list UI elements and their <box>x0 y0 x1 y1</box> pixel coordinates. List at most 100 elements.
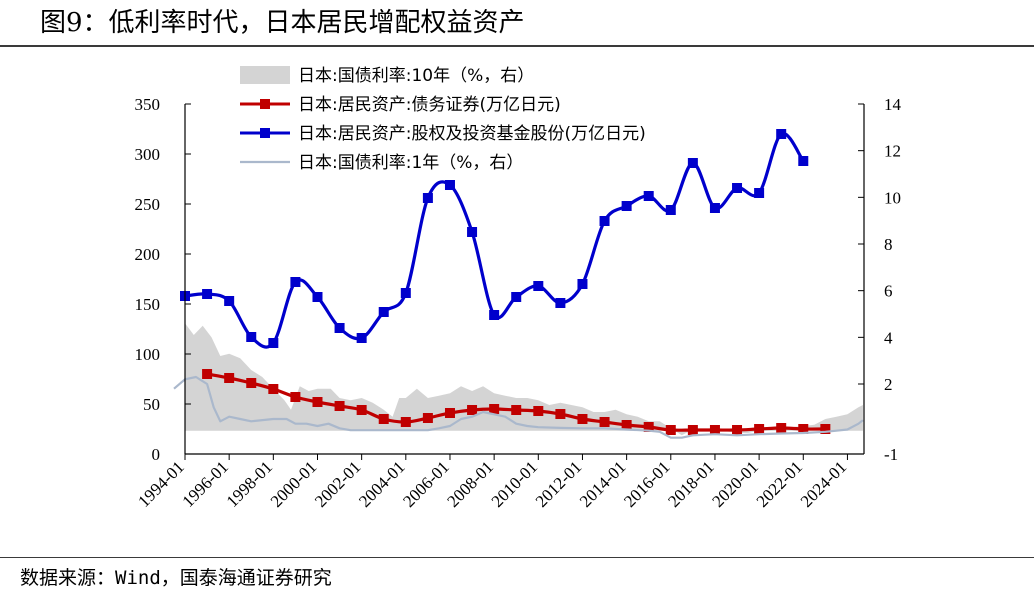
series-2-marker <box>776 423 787 433</box>
series-3-marker <box>665 205 676 215</box>
x-axis-tick-label: 1998-01 <box>223 457 277 511</box>
series-3-marker <box>400 288 411 298</box>
legend-label: 日本:国债利率:1年（%，右） <box>298 153 523 173</box>
series-3-marker <box>312 292 323 302</box>
series-2-marker <box>312 397 323 407</box>
series-2-marker <box>709 425 720 435</box>
x-axis-tick-label: 2020-01 <box>708 457 762 511</box>
left-axis-tick-label: 250 <box>135 195 161 214</box>
legend-label: 日本:居民资产:股权及投资基金股份(万亿日元) <box>298 124 646 144</box>
series-2-marker <box>467 405 478 415</box>
legend-label: 日本:居民资产:债务证券(万亿日元) <box>298 95 561 115</box>
series-2-marker <box>444 408 455 418</box>
series-3-marker <box>467 227 478 237</box>
legend-swatch-area <box>240 66 290 84</box>
series-3-marker <box>268 338 279 348</box>
x-axis-tick-label: 2008-01 <box>443 457 497 511</box>
left-axis-tick-label: 100 <box>135 345 161 364</box>
series-3-marker <box>511 292 522 302</box>
series-3-marker <box>621 201 632 211</box>
series-2-marker <box>533 406 544 416</box>
series-3-marker <box>444 180 455 190</box>
line-layer <box>173 129 864 439</box>
series-3-marker <box>334 323 345 333</box>
series-2-marker <box>290 392 301 402</box>
left-axis-tick-label: 150 <box>135 295 161 314</box>
series-3-marker <box>709 203 720 213</box>
right-axis-tick-label: 6 <box>884 282 893 301</box>
series-3-marker <box>687 158 698 168</box>
page-title: 图9：低利率时代，日本居民增配权益资产 <box>40 8 525 38</box>
series-3-marker <box>356 333 367 343</box>
left-axis-tick-label: 300 <box>135 145 161 164</box>
x-axis-tick-label: 2006-01 <box>399 457 453 511</box>
series-3-marker <box>555 298 566 308</box>
series-3-marker <box>533 281 544 291</box>
series-2-marker <box>224 373 235 383</box>
x-axis-tick-label: 1996-01 <box>178 457 232 511</box>
bottom-divider <box>0 557 1034 558</box>
series-2-marker <box>400 417 411 427</box>
x-axis-tick-label: 2024-01 <box>797 457 851 511</box>
series-3-marker <box>643 191 654 201</box>
series-2-marker <box>378 414 389 424</box>
series-2-marker <box>599 417 610 427</box>
series-3-marker <box>776 129 787 139</box>
series-4-line <box>173 375 864 439</box>
series-3-marker <box>754 188 765 198</box>
source-note: 数据来源：Wind，国泰海通证券研究 <box>20 567 332 589</box>
series-2-marker <box>489 404 500 414</box>
series-2-marker <box>356 405 367 415</box>
x-axis-tick-label: 2016-01 <box>620 457 674 511</box>
series-3-marker <box>798 156 809 166</box>
right-axis-tick-label: 2 <box>884 375 893 394</box>
series-3-marker <box>224 296 235 306</box>
legend-label: 日本:国债利率:10年（%，右） <box>298 66 534 86</box>
legend-swatch-marker <box>260 99 270 109</box>
series-2-marker <box>246 378 257 388</box>
series-3-marker <box>290 277 301 287</box>
series-2-marker <box>555 409 566 419</box>
left-axis-tick-label: 200 <box>135 245 161 264</box>
series-2-marker <box>202 369 213 379</box>
x-axis-tick-label: 2004-01 <box>355 457 409 511</box>
right-axis-tick-label: 12 <box>884 142 901 161</box>
left-axis-tick-label: 0 <box>152 445 161 464</box>
series-2-marker <box>621 420 632 430</box>
x-axis-tick-label: 2014-01 <box>576 457 630 511</box>
series-3-marker <box>599 216 610 226</box>
series-2-marker <box>511 405 522 415</box>
x-axis-tick-label: 2012-01 <box>532 457 586 511</box>
x-axis-tick-label: 1994-01 <box>134 457 188 511</box>
series-3-marker <box>378 307 389 317</box>
series-2-marker <box>798 424 809 434</box>
series-3-marker <box>202 289 213 299</box>
series-2-marker <box>422 413 433 423</box>
series-2-marker <box>334 401 345 411</box>
right-axis-tick-label: -1 <box>884 445 898 464</box>
right-axis-tick-label: 10 <box>884 188 901 207</box>
series-2-marker <box>687 425 698 435</box>
series-2-marker <box>732 425 743 435</box>
x-axis-tick-label: 2002-01 <box>311 457 365 511</box>
chart: 0 50 100 150 200 250 300 350 -1 2 4 6 8 10 12 14 1994-01… <box>134 66 902 511</box>
series-2-marker <box>754 424 765 434</box>
right-axis-tick-label: 8 <box>884 235 893 254</box>
right-axis-tick-label: 14 <box>884 95 902 114</box>
legend: 日本:国债利率:10年（%，右） 日本:居民资产:债务证券(万亿日元) 日本:居民资… <box>240 66 646 173</box>
top-divider <box>0 45 1034 47</box>
right-axis-tick-label: 4 <box>884 328 893 347</box>
x-axis-tick-label: 2010-01 <box>488 457 542 511</box>
left-axis-tick-label: 350 <box>135 95 161 114</box>
series-2-marker <box>643 422 654 432</box>
x-axis-tick-label: 2000-01 <box>267 457 321 511</box>
x-axis-tick-label: 2018-01 <box>664 457 718 511</box>
series-3-marker <box>246 332 257 342</box>
legend-swatch-marker <box>260 128 270 138</box>
left-axis-tick-label: 50 <box>143 395 160 414</box>
series-3-marker <box>577 279 588 289</box>
series-3-marker <box>732 183 743 193</box>
series-2-marker <box>820 424 831 434</box>
series-2-marker <box>268 384 279 394</box>
x-axis-tick-label: 2022-01 <box>753 457 807 511</box>
